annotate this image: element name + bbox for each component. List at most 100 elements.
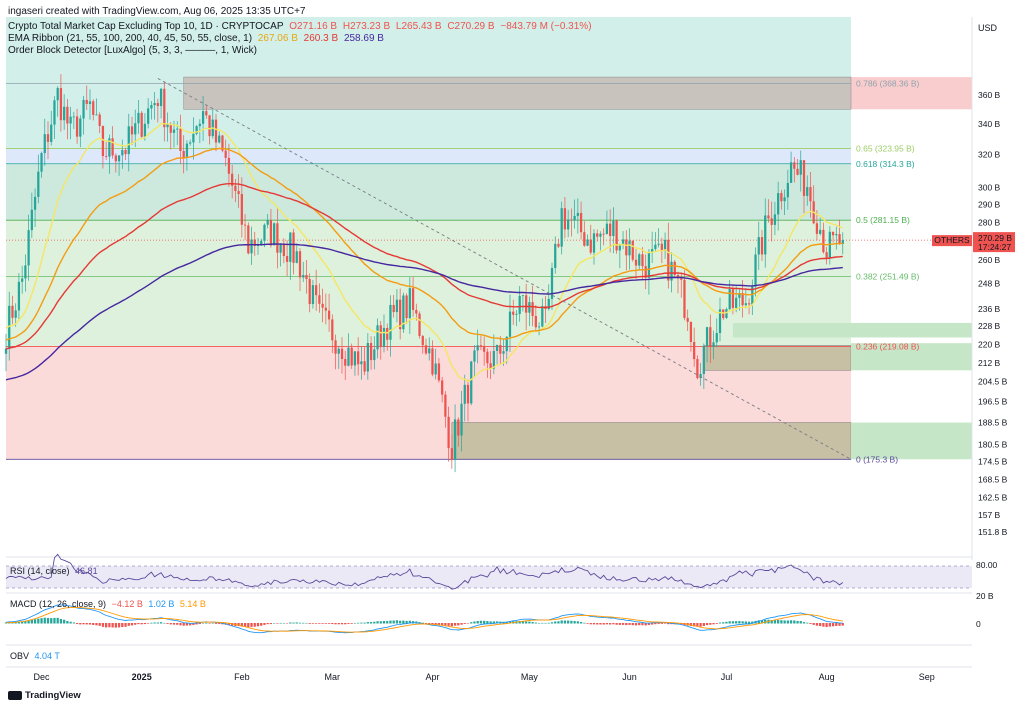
candle-body bbox=[256, 244, 260, 247]
macd-histogram-bar bbox=[660, 623, 663, 624]
candle-body bbox=[576, 212, 579, 216]
fib-label-0: 0 (175.3 B) bbox=[856, 454, 898, 464]
candle-body bbox=[260, 240, 263, 245]
macd-histogram-bar bbox=[137, 623, 140, 625]
candle-body bbox=[243, 224, 247, 226]
candle-body bbox=[615, 220, 618, 251]
candle-body bbox=[169, 124, 172, 133]
open-value: O271.16 B bbox=[289, 21, 338, 32]
macd-histogram-bar bbox=[379, 621, 382, 624]
candle-body bbox=[470, 361, 473, 404]
macd-histogram-bar bbox=[195, 623, 198, 625]
macd-histogram-bar bbox=[453, 623, 457, 626]
macd-signal-line bbox=[5, 606, 843, 633]
macd-histogram-bar bbox=[266, 623, 269, 625]
macd-histogram-bar bbox=[799, 621, 802, 624]
ema-200-line bbox=[5, 243, 843, 381]
candle-body bbox=[789, 162, 793, 183]
candle-body bbox=[547, 298, 550, 310]
time-tick-label: Jul bbox=[721, 672, 733, 682]
candle-body bbox=[405, 295, 408, 319]
macd-histogram-bar bbox=[402, 620, 405, 624]
macd-histogram-bar bbox=[50, 618, 53, 624]
candle-body bbox=[541, 306, 544, 327]
macd-histogram-bar bbox=[92, 623, 95, 625]
symbol-title: Crypto Total Market Cap Excluding Top 10… bbox=[8, 21, 284, 32]
macd-histogram-bar bbox=[140, 623, 143, 625]
macd-histogram-bar bbox=[599, 623, 602, 625]
candle-body bbox=[618, 244, 621, 251]
candle-body bbox=[72, 116, 75, 118]
macd-histogram-bar bbox=[308, 623, 311, 624]
candle-body bbox=[218, 135, 221, 143]
candle-body bbox=[641, 254, 644, 267]
candle-body bbox=[366, 343, 369, 372]
macd-histogram-bar bbox=[602, 623, 605, 625]
macd-histogram-bar bbox=[337, 623, 340, 625]
macd-histogram-bar bbox=[437, 623, 441, 625]
macd-histogram-bar bbox=[263, 623, 266, 625]
candle-body bbox=[709, 327, 712, 347]
macd-histogram-bar bbox=[134, 623, 137, 625]
macd-histogram-bar bbox=[357, 622, 360, 624]
macd-histogram-bar bbox=[63, 619, 66, 624]
macd-histogram-bar bbox=[295, 622, 298, 624]
tradingview-brand[interactable]: TradingView bbox=[8, 690, 81, 701]
ob-legend[interactable]: Order Block Detector [LuxAlgo] (5, 3, 3,… bbox=[8, 45, 260, 56]
rsi-legend[interactable]: RSI (14, close) 46.81 bbox=[10, 566, 101, 576]
candle-body bbox=[75, 116, 79, 137]
candle-body bbox=[121, 150, 124, 156]
candle-body bbox=[644, 266, 647, 278]
candle-body bbox=[705, 327, 709, 346]
candle-body bbox=[269, 220, 273, 246]
obv-legend[interactable]: OBV 4.04 T bbox=[10, 651, 63, 661]
candle-body bbox=[227, 157, 231, 174]
candle-body bbox=[224, 150, 227, 158]
candle-body bbox=[399, 299, 402, 330]
price-axis[interactable]: 360 B 340 B 320 B 300 B 290 B 280 B 260 B 248 B… bbox=[971, 17, 1008, 560]
candle-body bbox=[796, 168, 799, 175]
candle-body bbox=[825, 252, 828, 258]
macd-histogram-bar bbox=[227, 623, 231, 626]
rsi-level-label: 80.00 bbox=[976, 560, 998, 570]
candle-body bbox=[221, 135, 224, 151]
candle-body bbox=[172, 129, 176, 133]
candle-body bbox=[441, 380, 444, 395]
macd-histogram-bar bbox=[311, 623, 315, 624]
macd-histogram-bar bbox=[777, 619, 780, 624]
macd-legend[interactable]: MACD (12, 26, close, 9) −4.12 B 1.02 B 5… bbox=[10, 599, 209, 609]
candle-body bbox=[531, 302, 534, 317]
time-tick-label: Sep bbox=[919, 672, 935, 682]
time-tick-label: Dec bbox=[34, 672, 51, 682]
macd-histogram-bar bbox=[744, 621, 747, 624]
macd-histogram-bar bbox=[731, 621, 735, 624]
price-tick-label: 174.5 B bbox=[978, 457, 1008, 467]
candle-body bbox=[683, 279, 686, 318]
candle-body bbox=[127, 126, 130, 155]
ema-legend[interactable]: EMA Ribbon (21, 55, 100, 200, 40, 45, 50… bbox=[8, 33, 387, 44]
macd-histogram-bar bbox=[169, 623, 172, 625]
candle-body bbox=[728, 289, 731, 310]
ob-title: Order Block Detector [LuxAlgo] (5, 3, 3,… bbox=[8, 45, 257, 56]
macd-histogram-bar bbox=[130, 623, 134, 626]
candle-body bbox=[773, 214, 777, 225]
macd-histogram-bar bbox=[525, 621, 528, 624]
candle-body bbox=[453, 419, 457, 460]
macd-histogram-bar bbox=[528, 621, 531, 624]
macd-histogram-bar bbox=[486, 621, 489, 624]
symbol-legend[interactable]: Crypto Total Market Cap Excluding Top 10… bbox=[8, 21, 595, 32]
candle-body bbox=[395, 299, 399, 313]
ema-ribbon bbox=[5, 122, 844, 383]
macd-histogram-bar bbox=[382, 621, 386, 624]
macd-histogram-bar bbox=[27, 620, 30, 624]
fib-label-0-65: 0.65 (323.95 B) bbox=[856, 143, 915, 153]
candle-body bbox=[17, 281, 21, 311]
candle-body bbox=[757, 237, 760, 255]
candle-body bbox=[822, 229, 825, 253]
candle-body bbox=[609, 223, 612, 237]
macd-histogram-bar bbox=[189, 623, 192, 626]
candle-body bbox=[201, 111, 205, 124]
candle-body bbox=[550, 268, 554, 299]
time-axis[interactable]: Dec 2025 Feb Mar Apr May Jun Jul Aug Sep bbox=[34, 672, 935, 682]
candle-body bbox=[163, 88, 166, 128]
